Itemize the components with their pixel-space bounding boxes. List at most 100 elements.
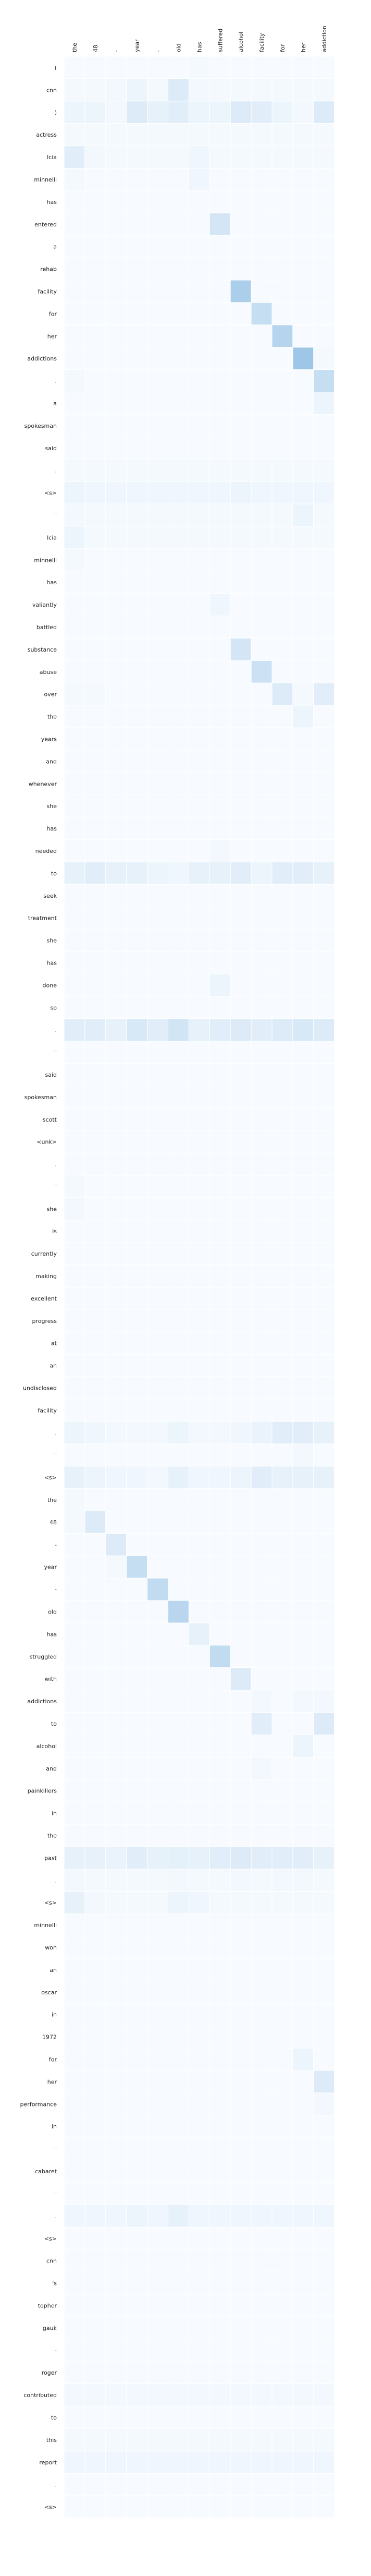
heatmap-cell — [271, 2003, 293, 2026]
x-tick-label: for — [279, 44, 286, 52]
heatmap-cell — [251, 973, 273, 997]
heatmap-cell — [313, 2294, 335, 2317]
heatmap-cell — [84, 795, 106, 818]
heatmap-cell — [84, 861, 106, 885]
heatmap-cell — [168, 235, 189, 258]
heatmap-cell — [168, 1242, 189, 1266]
heatmap-cell — [209, 571, 231, 594]
heatmap-cell — [168, 1712, 189, 1736]
heatmap-cell — [271, 503, 293, 527]
heatmap-cell — [84, 1578, 106, 1601]
heatmap-cell — [84, 2115, 106, 2138]
heatmap-cell — [147, 1511, 169, 1534]
heatmap-cell — [271, 1354, 293, 1377]
heatmap-cell — [188, 1085, 210, 1109]
heatmap-cell — [292, 2204, 314, 2228]
y-tick-label: in — [52, 2012, 57, 2018]
heatmap-cell — [147, 795, 169, 818]
heatmap-cell — [105, 123, 127, 147]
heatmap-cell — [271, 78, 293, 102]
heatmap-cell — [105, 414, 127, 437]
heatmap-cell — [168, 1331, 189, 1355]
heatmap-cell — [64, 1242, 85, 1266]
heatmap-cell — [168, 1399, 189, 1422]
heatmap-cell — [126, 481, 148, 504]
heatmap-cell — [147, 2450, 169, 2474]
heatmap-cell — [313, 906, 335, 930]
y-tick-label: lcia — [47, 154, 57, 161]
y-tick-label: oscar — [41, 1989, 57, 1996]
heatmap-cell — [292, 2428, 314, 2451]
heatmap-cell — [105, 1152, 127, 1176]
heatmap-cell — [188, 839, 210, 862]
heatmap-cell — [188, 1936, 210, 1959]
heatmap-cell — [126, 280, 148, 303]
heatmap-cell — [313, 951, 335, 974]
heatmap-cell — [313, 1466, 335, 1489]
heatmap-cell — [188, 727, 210, 751]
heatmap-cell — [84, 1869, 106, 1892]
heatmap-cell — [84, 1824, 106, 1847]
heatmap-cell — [84, 481, 106, 504]
y-tick-label: . — [55, 467, 57, 474]
heatmap-cell — [188, 1600, 210, 1623]
heatmap-cell — [209, 1578, 231, 1601]
heatmap-cell — [251, 2226, 273, 2250]
heatmap-cell — [105, 593, 127, 616]
y-tick-label: in — [52, 1810, 57, 1817]
heatmap-cell — [230, 772, 252, 796]
heatmap-cell — [105, 951, 127, 974]
y-tick-label: and — [46, 758, 57, 765]
heatmap-cell — [313, 190, 335, 213]
heatmap-cell — [313, 727, 335, 751]
heatmap-cell — [84, 1130, 106, 1153]
heatmap-cell — [64, 1018, 85, 1042]
heatmap-cell — [209, 2316, 231, 2340]
heatmap-cell — [64, 593, 85, 616]
heatmap-cell — [147, 1108, 169, 1131]
heatmap-cell — [147, 2182, 169, 2205]
heatmap-cell — [313, 1085, 335, 1109]
heatmap-cell — [84, 2384, 106, 2407]
heatmap-cell — [209, 1309, 231, 1332]
heatmap-cell — [64, 1869, 85, 1892]
heatmap-cell — [230, 1331, 252, 1355]
heatmap-cell — [168, 1846, 189, 1870]
heatmap-cell — [230, 2316, 252, 2340]
heatmap-cell — [147, 280, 169, 303]
heatmap-cell — [105, 548, 127, 572]
heatmap-cell — [230, 2137, 252, 2161]
heatmap-cell — [105, 1242, 127, 1266]
heatmap-cell — [230, 280, 252, 303]
heatmap-cell — [230, 2361, 252, 2385]
heatmap-cell — [251, 1690, 273, 1713]
heatmap-cell — [105, 1354, 127, 1377]
heatmap-cell — [271, 1309, 293, 1332]
heatmap-cell — [126, 1958, 148, 1981]
heatmap-cell — [188, 1824, 210, 1847]
heatmap-cell — [147, 884, 169, 907]
heatmap-cell — [230, 101, 252, 124]
heatmap-cell — [147, 1085, 169, 1109]
heatmap-cell — [168, 1511, 189, 1534]
heatmap-cell — [168, 1421, 189, 1445]
y-tick-label: the — [47, 714, 57, 720]
heatmap-cell — [147, 2495, 169, 2519]
heatmap-cell — [271, 1466, 293, 1489]
heatmap-cell — [313, 392, 335, 415]
y-tick-label: in — [52, 2123, 57, 2130]
heatmap-cell — [105, 459, 127, 482]
heatmap-cell — [105, 1869, 127, 1892]
heatmap-cell — [168, 884, 189, 907]
heatmap-cell — [84, 637, 106, 661]
heatmap-cell — [251, 324, 273, 348]
heatmap-cell — [84, 2137, 106, 2161]
y-tick-label: alcohol — [36, 1743, 57, 1750]
heatmap-cell — [126, 2339, 148, 2362]
heatmap-cell — [147, 682, 169, 706]
heatmap-cell — [251, 481, 273, 504]
y-tick-label: said — [45, 1072, 57, 1078]
heatmap-cell — [209, 1779, 231, 1802]
heatmap-cell — [251, 1242, 273, 1266]
heatmap-cell — [84, 1220, 106, 1243]
